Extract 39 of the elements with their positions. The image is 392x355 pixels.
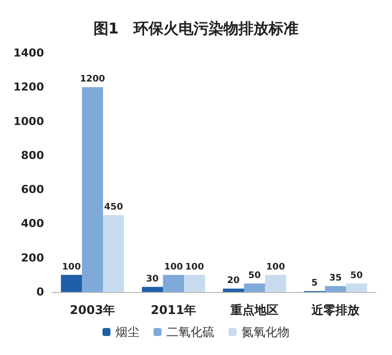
bar [162,274,184,292]
bar [244,283,266,292]
bar [103,215,124,292]
y-tick-label: 1400 [13,46,44,60]
bar [142,286,163,292]
bar [82,87,104,292]
x-tick-label: 2011年 [150,303,196,317]
y-tick-label: 600 [21,183,44,196]
data-label: 50 [248,270,261,281]
bar [324,286,346,292]
bar [346,283,368,292]
data-label: 20 [227,276,240,286]
data-label: 450 [104,202,123,213]
y-tick-label: 1000 [13,114,44,128]
y-tick-label: 1200 [13,80,44,94]
data-label: 100 [266,262,285,272]
y-tick-label: 0 [36,286,44,298]
legend-label: 氮氧化物 [242,325,290,339]
bar [184,274,206,292]
data-label: 35 [329,274,342,284]
x-tick-label: 重点地区 [230,303,278,317]
data-label: 100 [164,262,183,272]
x-tick-label: 2003年 [70,303,116,317]
chart-title: 图1 环保火电污染物排放标准 [93,20,299,38]
bar [222,288,244,292]
data-label: 100 [62,262,81,272]
x-tick-label: 近零排放 [310,303,360,317]
legend-label: 二氧化硫 [166,325,214,339]
y-tick-label: 400 [21,217,44,230]
data-label: 30 [146,274,159,284]
data-label: 1200 [80,74,106,85]
data-label: 5 [311,278,318,289]
data-label: 100 [185,262,204,272]
legend-label: 烟尘 [116,325,140,339]
y-tick-label: 200 [21,251,44,264]
y-tick-label: 800 [21,148,44,162]
data-label: 50 [350,270,363,281]
bar [265,274,286,292]
bar [60,274,82,292]
